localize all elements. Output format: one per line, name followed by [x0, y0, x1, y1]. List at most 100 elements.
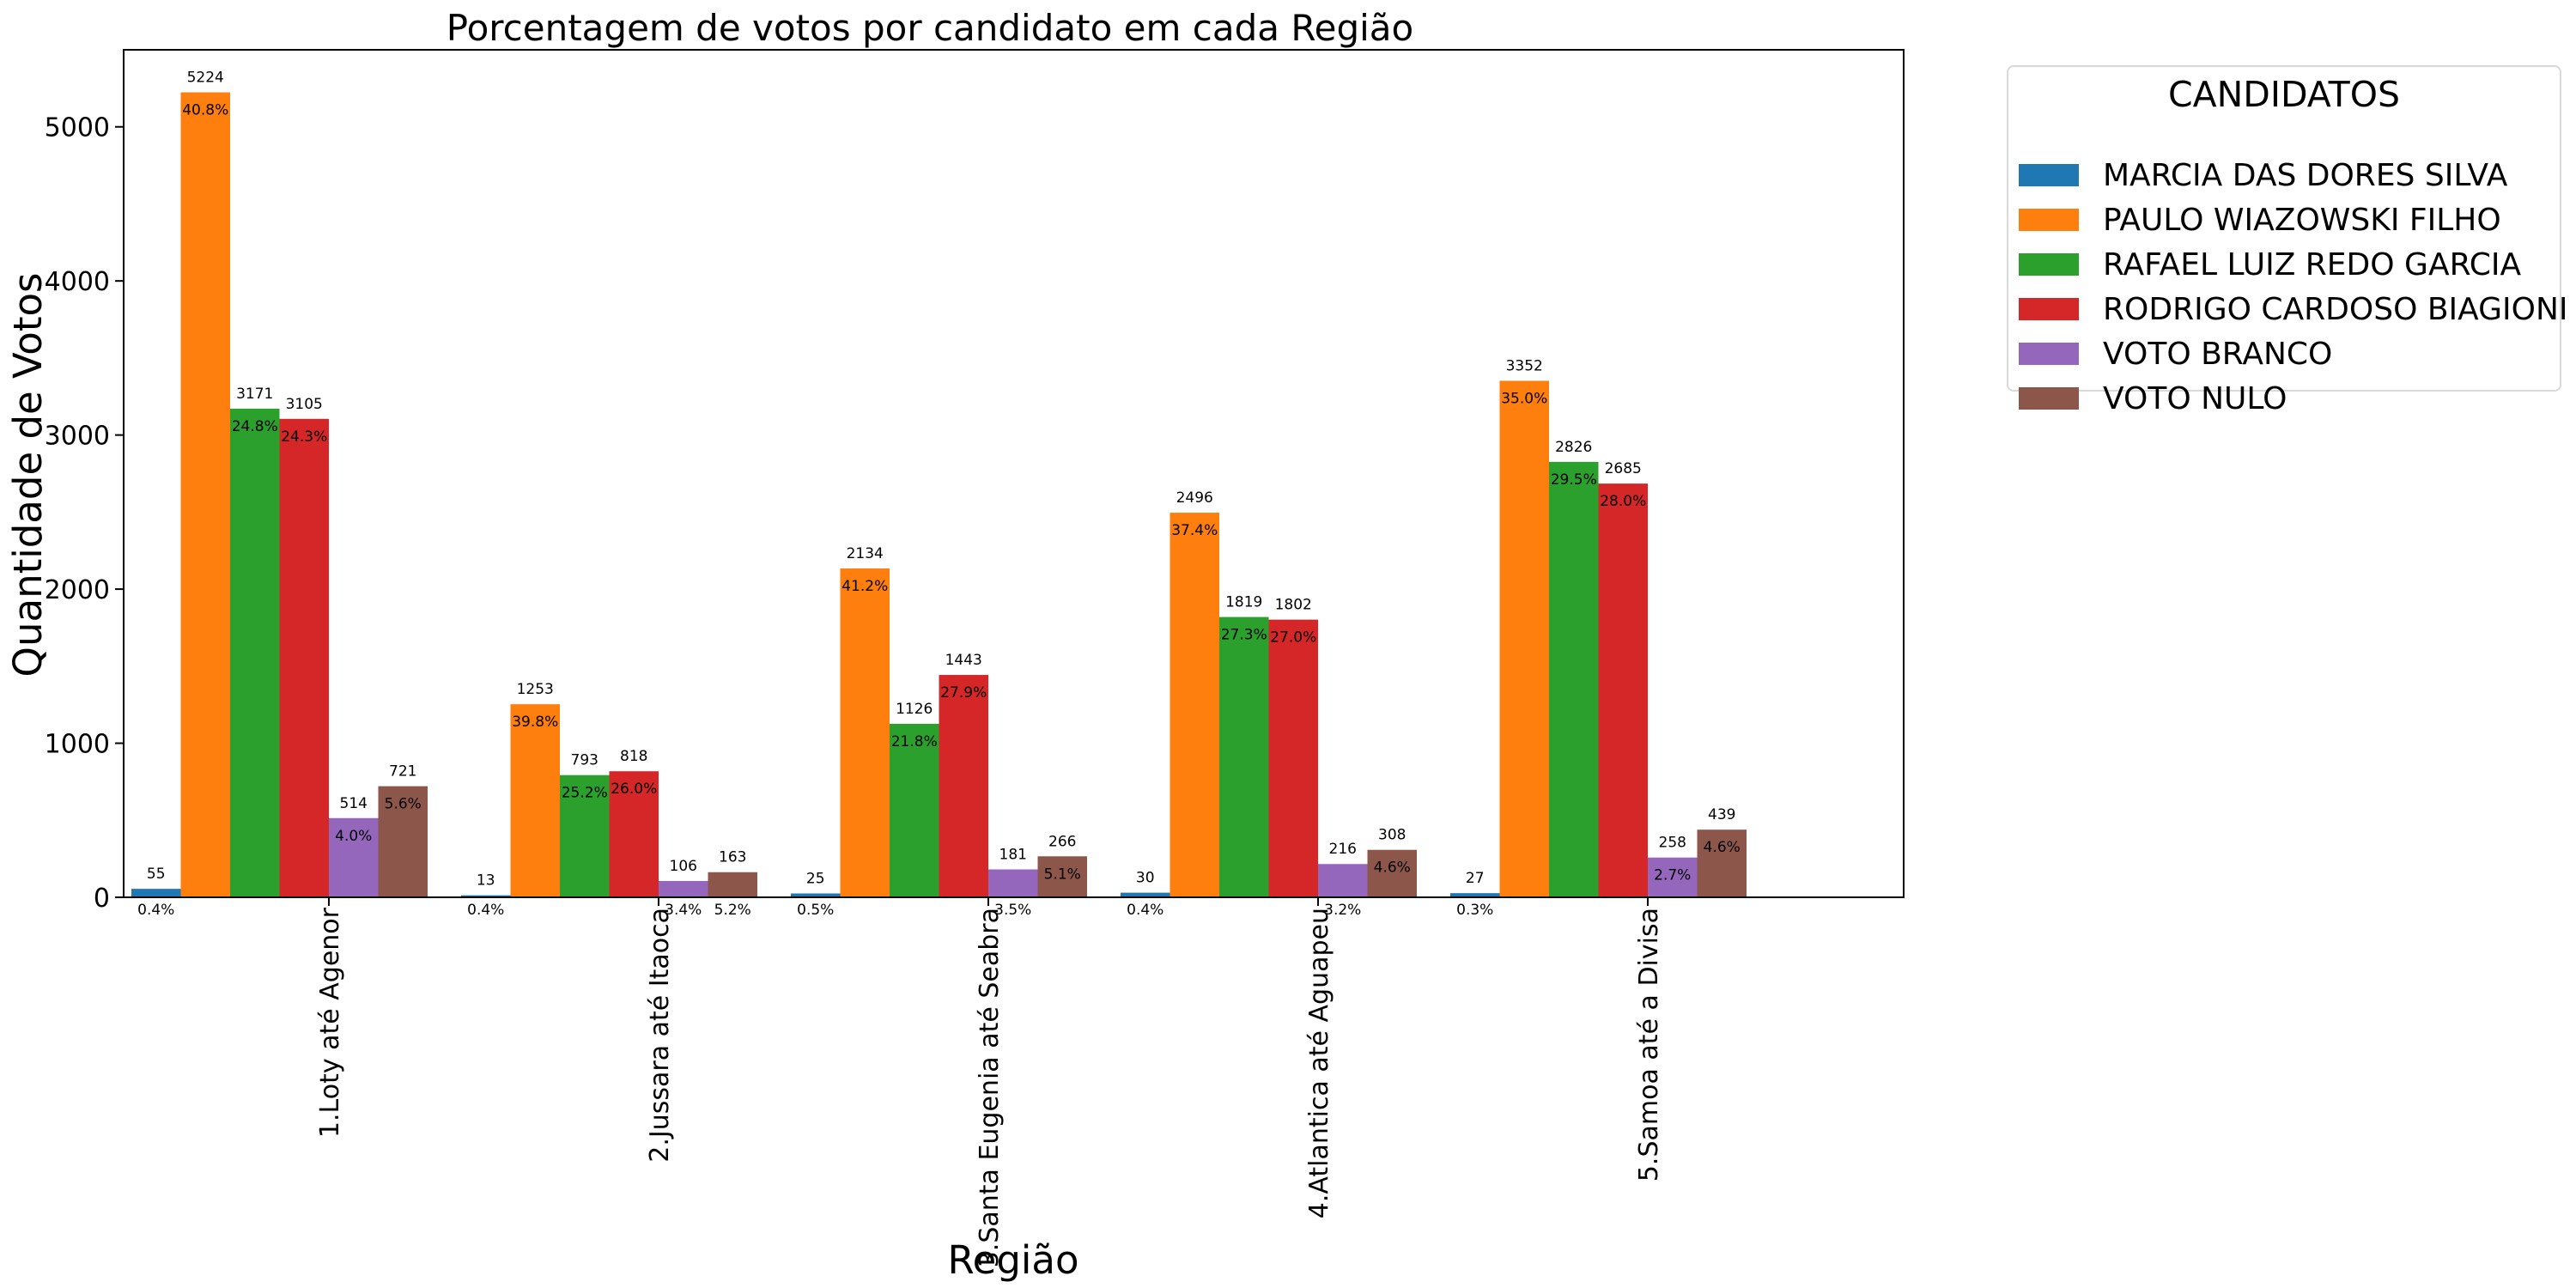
- y-tick-label: 2000: [45, 575, 110, 605]
- bar: [1170, 513, 1219, 897]
- bar: [890, 723, 939, 897]
- bar-percent-label: 4.6%: [1374, 860, 1411, 877]
- bar-percent-label: 27.3%: [1221, 627, 1267, 644]
- legend-swatch: [2019, 298, 2079, 320]
- bar-value-label: 181: [999, 847, 1027, 864]
- legend-label: VOTO NULO: [2103, 380, 2287, 416]
- bar-value-label: 216: [1329, 841, 1357, 858]
- legend-label: RAFAEL LUIZ REDO GARCIA: [2103, 246, 2522, 283]
- bar-percent-label: 26.0%: [611, 781, 657, 798]
- bar-value-label: 514: [340, 795, 368, 812]
- bar-percent-label: 37.4%: [1171, 522, 1218, 539]
- y-tick-label: 4000: [45, 267, 110, 297]
- bar-value-label: 1443: [945, 652, 982, 669]
- bar-value-label: 27: [1466, 870, 1485, 887]
- bar-value-label: 25: [806, 871, 825, 888]
- bar-percent-label: 0.4%: [137, 902, 174, 919]
- legend: CANDIDATOS MARCIA DAS DORES SILVA PAULO …: [2007, 65, 2568, 416]
- bar: [1549, 461, 1599, 897]
- bar: [378, 786, 428, 897]
- bar-percent-label: 5.6%: [385, 796, 422, 813]
- legend-swatch: [2019, 209, 2079, 231]
- x-tick-label: 5.Samoa até a Divisa: [1634, 908, 1664, 1182]
- x-tick-label: 3.Santa Eugenia até Seabra: [975, 908, 1005, 1267]
- y-axis-label: Quantidade de Votos: [5, 273, 51, 677]
- legend-item-voto-branco: VOTO BRANCO: [2019, 335, 2332, 373]
- bar-percent-label: 41.2%: [841, 578, 888, 595]
- bar: [1648, 857, 1698, 897]
- legend-item-rodrigo: RODRIGO CARDOSO BIAGIONI: [2019, 290, 2568, 328]
- bar-percent-label: 2.7%: [1654, 867, 1691, 884]
- bar-value-label: 258: [1659, 835, 1686, 852]
- y-tick-label: 5000: [45, 113, 110, 143]
- bar: [1598, 483, 1648, 897]
- bar-value-label: 793: [571, 752, 598, 769]
- bar: [1268, 619, 1318, 897]
- bar-value-label: 818: [620, 748, 647, 765]
- bar: [1499, 380, 1549, 897]
- bar-percent-label: 0.3%: [1456, 902, 1493, 919]
- bar-percent-label: 29.5%: [1551, 471, 1597, 489]
- legend-title: CANDIDATOS: [2167, 74, 2401, 115]
- legend-label: PAULO WIAZOWSKI FILHO: [2103, 202, 2501, 238]
- bar: [791, 893, 841, 897]
- bar: [939, 675, 988, 897]
- bar-value-label: 1126: [896, 701, 933, 718]
- bar: [180, 92, 230, 897]
- legend-label: MARCIA DAS DORES SILVA: [2103, 157, 2508, 193]
- bar-percent-label: 28.0%: [1600, 493, 1646, 510]
- bar-value-label: 163: [719, 849, 746, 866]
- legend-label: VOTO BRANCO: [2103, 336, 2333, 372]
- x-axis-label: Região: [947, 1237, 1078, 1283]
- bar-percent-label: 35.0%: [1501, 390, 1547, 407]
- bar-percent-label: 0.4%: [1127, 902, 1163, 919]
- bar-value-label: 3105: [286, 396, 323, 413]
- bar: [659, 880, 708, 897]
- bar-percent-label: 3.4%: [665, 902, 702, 919]
- bar-value-label: 1819: [1225, 594, 1262, 611]
- bar-value-label: 2685: [1605, 460, 1642, 477]
- bar: [1219, 617, 1269, 897]
- bar-percent-label: 3.2%: [1324, 902, 1361, 919]
- legend-swatch: [2019, 164, 2079, 186]
- x-tick-label: 1.Loty até Agenor: [315, 907, 345, 1138]
- x-tick-label: 2.Jussara até Itaoca: [645, 908, 675, 1163]
- bar-value-label: 2134: [847, 545, 884, 562]
- bar: [279, 418, 329, 897]
- legend-item-voto-nulo: VOTO NULO: [2019, 380, 2287, 417]
- x-tick-label: 4.Atlantica até Aguapeu: [1304, 908, 1334, 1218]
- bar-percent-label: 4.0%: [335, 828, 372, 845]
- bar: [1697, 829, 1747, 897]
- bar: [1318, 864, 1368, 897]
- bar-percent-label: 27.0%: [1270, 629, 1316, 647]
- bar-value-label: 55: [147, 866, 166, 883]
- bar: [560, 775, 610, 897]
- legend-label: RODRIGO CARDOSO BIAGIONI: [2103, 291, 2568, 327]
- y-tick-label: 1000: [45, 730, 110, 760]
- bar-value-label: 1253: [517, 681, 554, 698]
- bar: [1037, 856, 1087, 897]
- legend-item-marcia: MARCIA DAS DORES SILVA: [2019, 156, 2507, 194]
- legend-swatch: [2019, 387, 2079, 410]
- bar-percent-label: 39.8%: [512, 714, 558, 731]
- bar-percent-label: 27.9%: [940, 684, 987, 702]
- bar-value-label: 2826: [1555, 439, 1592, 456]
- bar: [1450, 893, 1500, 897]
- bar-value-label: 266: [1048, 833, 1076, 850]
- bar-value-label: 30: [1136, 870, 1155, 887]
- bar: [131, 889, 181, 897]
- bar-percent-label: 0.4%: [467, 902, 504, 919]
- bar-percent-label: 5.2%: [714, 902, 751, 919]
- bar-value-label: 1802: [1275, 597, 1312, 614]
- bar-percent-label: 25.2%: [562, 785, 608, 802]
- plot-frame: [123, 49, 1905, 898]
- bar: [329, 817, 379, 897]
- bar-value-label: 721: [389, 763, 416, 781]
- bar-value-label: 2496: [1176, 489, 1213, 507]
- bar: [510, 704, 560, 897]
- bar-percent-label: 3.5%: [994, 902, 1031, 919]
- bar-percent-label: 24.3%: [281, 428, 327, 446]
- bar-percent-label: 40.8%: [182, 102, 228, 119]
- legend-swatch: [2019, 253, 2079, 276]
